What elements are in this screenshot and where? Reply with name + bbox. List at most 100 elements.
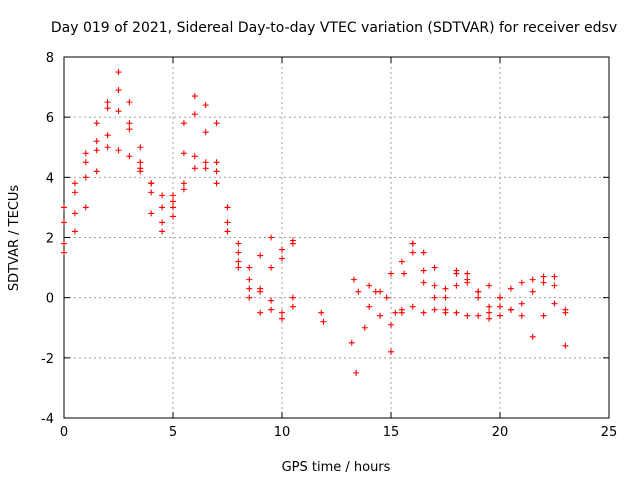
data-point — [93, 147, 100, 154]
data-point — [235, 264, 242, 271]
data-point — [137, 159, 144, 166]
data-point — [497, 312, 503, 319]
data-point — [246, 294, 253, 301]
data-point — [388, 321, 394, 328]
data-point — [180, 180, 187, 187]
data-point — [159, 219, 166, 226]
y-tick-label: -4 — [41, 412, 54, 427]
data-point — [540, 312, 547, 319]
data-point — [289, 237, 296, 244]
data-point — [126, 99, 133, 106]
data-point — [82, 159, 89, 166]
x-tick-label: 10 — [274, 425, 291, 440]
data-point — [453, 282, 460, 289]
data-point — [409, 240, 416, 247]
data-point — [320, 318, 327, 325]
y-tick-label: 0 — [46, 292, 54, 307]
data-point — [475, 312, 482, 319]
data-point — [279, 255, 285, 262]
data-point — [279, 309, 285, 316]
data-point — [268, 297, 275, 304]
data-point — [246, 285, 253, 292]
data-point — [420, 267, 427, 274]
data-point — [213, 159, 220, 166]
data-point — [202, 159, 209, 166]
data-point — [388, 348, 394, 355]
data-point — [409, 249, 416, 256]
data-point — [551, 282, 558, 289]
data-point — [383, 294, 390, 301]
data-point — [464, 279, 471, 286]
series-track-3 — [61, 144, 296, 271]
y-axis-label: SDTVAR / TECUs — [7, 185, 22, 292]
data-point — [115, 87, 122, 94]
data-point — [170, 198, 176, 205]
data-point — [268, 264, 275, 271]
data-point — [191, 93, 198, 100]
data-point — [562, 342, 569, 349]
data-point — [71, 189, 78, 196]
x-tick-label: 5 — [169, 425, 177, 440]
data-point — [398, 309, 405, 316]
y-tick-label: 6 — [46, 111, 54, 126]
data-point — [159, 228, 166, 235]
data-point — [235, 240, 242, 247]
data-point — [442, 306, 449, 313]
data-point — [392, 309, 399, 316]
data-point — [170, 192, 176, 199]
data-point — [401, 270, 408, 277]
data-point — [257, 252, 264, 259]
data-point — [202, 165, 209, 172]
data-point — [279, 246, 285, 253]
data-point — [180, 120, 187, 127]
y-tick-label: 8 — [46, 51, 54, 66]
data-point — [518, 300, 525, 307]
axis-ticks: 0 5 10 15 20 25 -4 -2 0 2 4 6 8 — [41, 51, 617, 440]
data-point — [377, 288, 384, 295]
data-point — [159, 192, 166, 199]
series-track-4 — [61, 108, 296, 292]
data-point — [61, 204, 67, 211]
data-point — [377, 312, 384, 319]
series-track-2 — [61, 87, 296, 316]
data-point — [464, 270, 471, 277]
x-axis-label: GPS time / hours — [282, 460, 391, 475]
data-point — [475, 288, 482, 295]
data-point — [213, 168, 220, 175]
data-point — [191, 111, 198, 118]
data-point — [257, 285, 264, 292]
data-point — [529, 276, 536, 283]
data-point — [202, 102, 209, 109]
data-point — [104, 144, 111, 151]
y-tick-label: 4 — [46, 171, 54, 186]
data-point — [82, 204, 89, 211]
data-point — [289, 303, 296, 310]
grid — [64, 57, 609, 418]
series-track-7 — [366, 240, 569, 316]
data-point — [453, 309, 460, 316]
x-tick-label: 20 — [492, 425, 509, 440]
x-tick-label: 0 — [60, 425, 68, 440]
data-point — [497, 303, 503, 310]
data-point — [170, 204, 176, 211]
data-point — [318, 309, 325, 316]
data-point — [420, 279, 427, 286]
data-point — [366, 303, 373, 310]
data-point — [180, 150, 187, 157]
data-point — [246, 264, 253, 271]
data-point — [431, 294, 438, 301]
data-point — [355, 288, 362, 295]
data-point — [289, 294, 296, 301]
data-point — [431, 264, 438, 271]
data-point — [420, 249, 427, 256]
data-point — [518, 312, 525, 319]
data-point — [431, 306, 438, 313]
data-point — [213, 180, 220, 187]
data-marks — [61, 69, 569, 376]
data-point — [137, 144, 144, 151]
data-point — [486, 309, 493, 316]
data-point — [551, 300, 558, 307]
data-point — [235, 258, 242, 265]
data-point — [126, 126, 133, 133]
data-point — [93, 138, 100, 145]
